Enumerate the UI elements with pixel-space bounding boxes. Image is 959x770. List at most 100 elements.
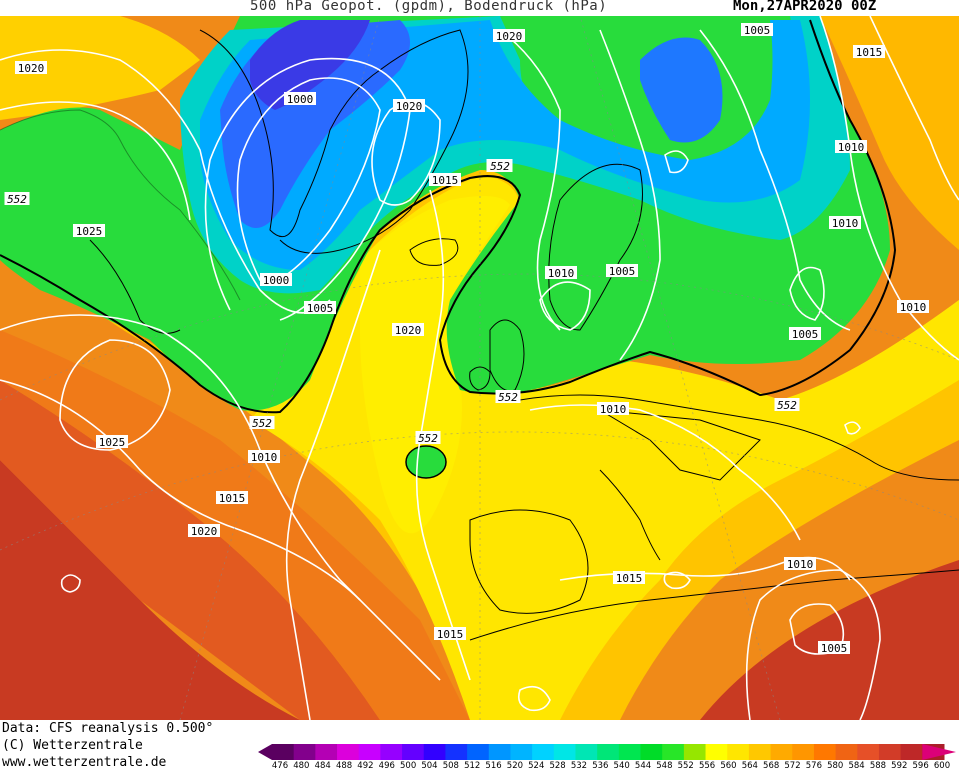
legend-swatch bbox=[532, 744, 555, 760]
legend-labels: 476 480 484 488 492 496 500 504 508 512 516 520 524 5… bbox=[272, 761, 950, 770]
legend-tick-label: 548 bbox=[656, 761, 672, 770]
isobar-small-ne bbox=[844, 421, 861, 435]
legend-swatch bbox=[813, 744, 837, 760]
legend-arrow-left bbox=[258, 744, 272, 760]
legend-colorbar bbox=[258, 744, 956, 760]
isobar-label: 1015 bbox=[613, 571, 645, 585]
coast-europe bbox=[519, 394, 959, 481]
isobar-label-text: 1005 bbox=[307, 302, 334, 315]
isobar-label-bg bbox=[897, 300, 929, 313]
isobar-label-text: 1010 bbox=[600, 403, 627, 416]
isobar-label-bg bbox=[434, 627, 466, 640]
field-red-orange-sw bbox=[0, 380, 380, 720]
contour-label-bg bbox=[415, 431, 441, 444]
contour-label: 552 bbox=[415, 431, 441, 445]
contour-label-text: 552 bbox=[418, 432, 438, 445]
legend-tick-label: 580 bbox=[827, 761, 843, 770]
isobar-1010-europe bbox=[529, 404, 801, 541]
isobar-label-text: 1010 bbox=[838, 141, 865, 154]
graticule-lon-1 bbox=[179, 16, 381, 720]
isobar-label: 1010 bbox=[835, 140, 867, 154]
legend-tick-label: 532 bbox=[571, 761, 587, 770]
isobar-label: 1020 bbox=[188, 524, 220, 538]
isobar-label-text: 1010 bbox=[832, 217, 859, 230]
isobar-label-bg bbox=[606, 264, 638, 277]
legend-swatch bbox=[337, 744, 360, 760]
isobar-small-sw bbox=[60, 574, 81, 593]
legend-tick-label: 480 bbox=[293, 761, 309, 770]
legend-tick-label: 576 bbox=[806, 761, 822, 770]
legend-swatch bbox=[488, 744, 511, 760]
isobar-label-bg bbox=[392, 323, 424, 336]
contour-label-text: 552 bbox=[777, 399, 797, 412]
isobar-label-text: 1005 bbox=[744, 24, 771, 37]
isobar-1015-atlantic bbox=[285, 249, 381, 720]
legend-tick-label: 572 bbox=[784, 761, 800, 770]
isobar-label-bg bbox=[15, 61, 47, 74]
contour-label-bg bbox=[4, 192, 30, 205]
isobar-label: 1015 bbox=[853, 45, 885, 59]
legend-swatch bbox=[683, 744, 707, 760]
isobar-label: 1010 bbox=[829, 216, 861, 230]
isobar-label-bg bbox=[429, 173, 461, 186]
legend-tick-label: 540 bbox=[614, 761, 630, 770]
isobar-label-bg bbox=[216, 491, 248, 504]
isobar-label-bg bbox=[741, 23, 773, 36]
isobar-label: 1015 bbox=[434, 627, 466, 641]
coast-north-africa bbox=[469, 569, 959, 641]
legend-swatch bbox=[510, 744, 533, 760]
isobar-label-text: 1005 bbox=[821, 642, 848, 655]
legend-arrow-right bbox=[922, 744, 956, 760]
coast-britain bbox=[489, 319, 525, 392]
legend-swatch bbox=[878, 744, 902, 760]
isobar-label-bg bbox=[493, 29, 525, 42]
field-orange-band bbox=[0, 330, 470, 720]
legend-swatch bbox=[467, 744, 490, 760]
isobar-1010-ne bbox=[819, 16, 959, 361]
isobar-label: 1000 bbox=[284, 92, 316, 106]
isobar-1025 bbox=[59, 339, 171, 451]
isobar-label: 1015 bbox=[216, 491, 248, 505]
isobar-label: 1020 bbox=[393, 99, 425, 113]
isobar-label-text: 1020 bbox=[191, 525, 218, 538]
footer-website: www.wetterzentrale.de bbox=[2, 755, 167, 770]
legend-swatch bbox=[900, 744, 923, 760]
field-red-se bbox=[700, 560, 959, 720]
isobar-label-bg bbox=[545, 266, 577, 279]
contour-label-text: 552 bbox=[498, 391, 518, 404]
isobar-small-s bbox=[517, 685, 551, 712]
isobar-1010-africa bbox=[745, 569, 881, 720]
isobar-label-text: 1015 bbox=[616, 572, 643, 585]
isobar-label-bg bbox=[789, 327, 821, 340]
legend-tick-label: 524 bbox=[528, 761, 544, 770]
isobar-1020-north bbox=[499, 29, 561, 331]
contour-label-text: 552 bbox=[7, 193, 27, 206]
isobar-1010-scand bbox=[539, 281, 591, 331]
contour-label-text: 552 bbox=[490, 160, 510, 173]
isobar-1020-south bbox=[0, 314, 441, 681]
isobar-label-text: 1010 bbox=[548, 267, 575, 280]
legend-swatch bbox=[445, 744, 468, 760]
contour-label: 552 bbox=[495, 390, 521, 404]
isobar-label-bg bbox=[248, 450, 280, 463]
isobar-label-text: 1020 bbox=[18, 62, 45, 75]
legend-swatch bbox=[380, 744, 403, 760]
legend-tick-label: 512 bbox=[464, 761, 480, 770]
coastline-greenland bbox=[0, 109, 241, 301]
isobar-1010-east bbox=[599, 29, 661, 361]
legend-swatch bbox=[597, 744, 620, 760]
legend-tick-label: 520 bbox=[507, 761, 523, 770]
isobar-label-text: 1005 bbox=[792, 328, 819, 341]
coast-iceland bbox=[409, 238, 459, 266]
legend-swatch bbox=[705, 744, 728, 760]
contour-label-bg bbox=[487, 159, 513, 172]
isobar-label-bg bbox=[260, 273, 292, 286]
isobar-label-bg bbox=[304, 301, 336, 314]
isobar-label-text: 1000 bbox=[263, 274, 290, 287]
isobar-label: 1000 bbox=[260, 273, 292, 287]
field-red-sw bbox=[0, 460, 300, 720]
legend-tick-label: 496 bbox=[379, 761, 395, 770]
isobar-label-text: 1000 bbox=[287, 93, 314, 106]
field-yellow-nw bbox=[0, 16, 200, 120]
legend-swatch bbox=[423, 744, 446, 760]
